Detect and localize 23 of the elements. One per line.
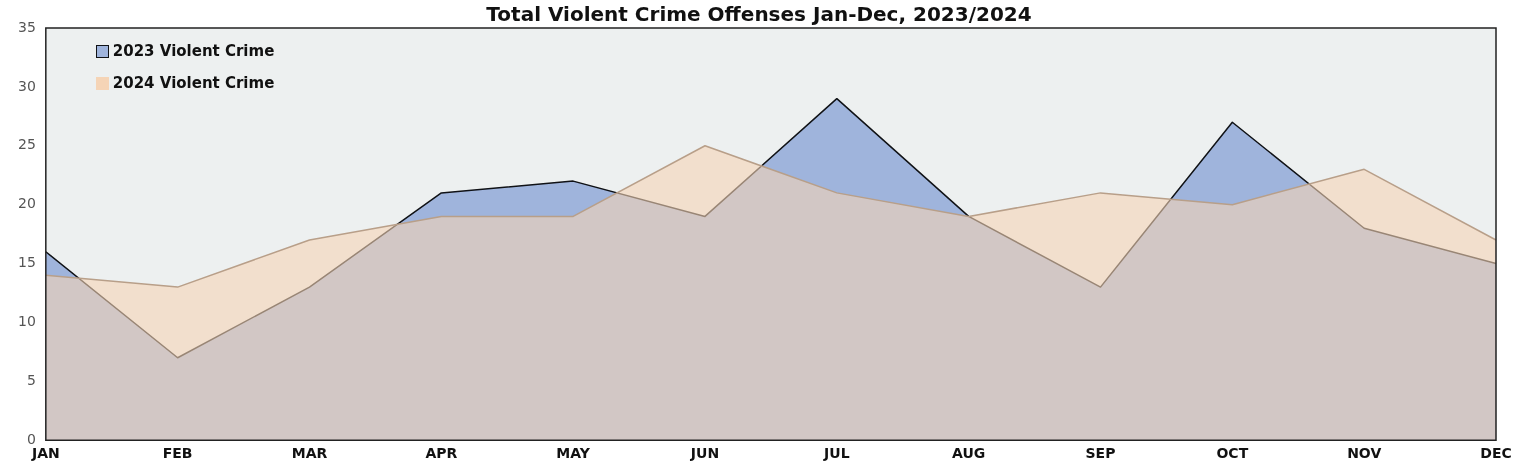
x-tick-label: DEC xyxy=(1480,445,1512,462)
x-tick-label: FEB xyxy=(162,445,193,462)
y-tick-label: 25 xyxy=(17,136,36,153)
x-tick-label: APR xyxy=(425,445,458,462)
legend-label: 2023 Violent Crime xyxy=(112,42,275,60)
y-tick-label: 0 xyxy=(26,430,36,447)
x-tick-label: OCT xyxy=(1216,445,1249,462)
y-tick-label: 15 xyxy=(17,254,36,271)
y-tick-label: 30 xyxy=(17,77,36,94)
x-tick-label: JAN xyxy=(30,445,60,462)
x-tick-label: SEP xyxy=(1085,445,1116,462)
chart-title: Total Violent Crime Offenses Jan-Dec, 2023/2024 xyxy=(486,2,1032,26)
x-tick-label: NOV xyxy=(1347,445,1382,462)
x-tick-label: JUL xyxy=(823,445,850,462)
legend-label: 2024 Violent Crime xyxy=(112,74,275,92)
x-tick-label: AUG xyxy=(952,445,986,462)
y-tick-label: 10 xyxy=(17,313,36,330)
y-tick-label: 5 xyxy=(26,371,36,388)
y-tick-label: 20 xyxy=(17,195,36,212)
x-tick-label: MAR xyxy=(291,445,328,462)
x-tick-label: JUN xyxy=(689,445,720,462)
x-tick-label: MAY xyxy=(556,445,591,462)
y-tick-label: 35 xyxy=(17,18,36,35)
